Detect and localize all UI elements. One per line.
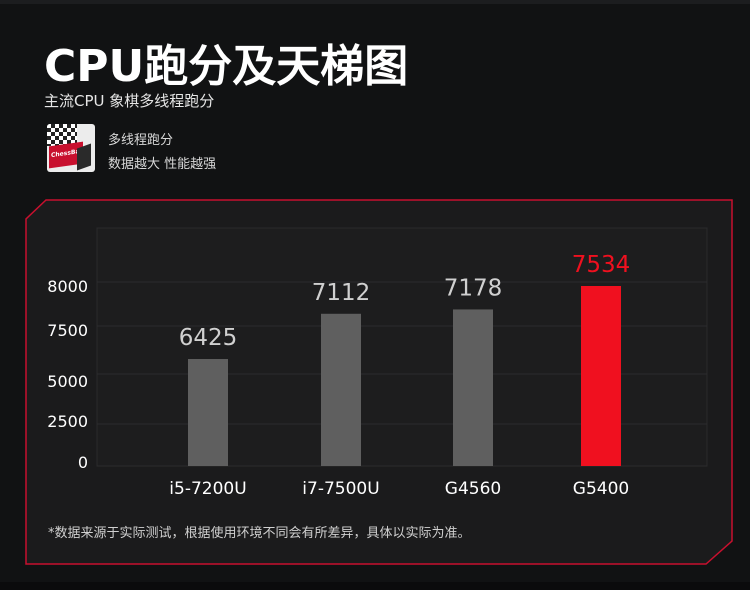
y-tick-label: 7500 bbox=[47, 321, 88, 340]
page-title: CPU跑分及天梯图 bbox=[44, 41, 409, 92]
y-tick-label: 8000 bbox=[47, 277, 88, 296]
x-tick-label: G4560 bbox=[445, 479, 501, 499]
bar-value-label: 7112 bbox=[312, 280, 371, 306]
chessboard-icon bbox=[47, 124, 77, 146]
x-tick-label: G5400 bbox=[573, 479, 629, 499]
footnote: *数据来源于实际测试，根据使用环境不同会有所差异，具体以实际为准。 bbox=[48, 526, 471, 541]
bar bbox=[188, 359, 228, 466]
bottom-bar bbox=[0, 582, 750, 590]
x-tick-label: i7-7500U bbox=[302, 479, 379, 499]
bar bbox=[453, 309, 493, 466]
top-bar bbox=[0, 0, 750, 4]
bar bbox=[581, 286, 621, 466]
x-tick-label: i5-7200U bbox=[169, 479, 246, 499]
y-tick-label: 0 bbox=[78, 453, 88, 472]
chessbase-logo: ChessBase bbox=[47, 124, 95, 172]
y-tick-label: 5000 bbox=[47, 372, 88, 391]
bar-value-label: 7534 bbox=[572, 252, 631, 278]
note-line-2: 数据越大 性能越强 bbox=[108, 157, 217, 172]
note-line-1: 多线程跑分 bbox=[108, 133, 174, 148]
y-tick-label: 2500 bbox=[47, 412, 88, 431]
bar-value-label: 6425 bbox=[179, 325, 238, 351]
bar-value-label: 7178 bbox=[444, 275, 503, 301]
page-subtitle: 主流CPU 象棋多线程跑分 bbox=[44, 92, 215, 110]
bar bbox=[321, 313, 361, 466]
